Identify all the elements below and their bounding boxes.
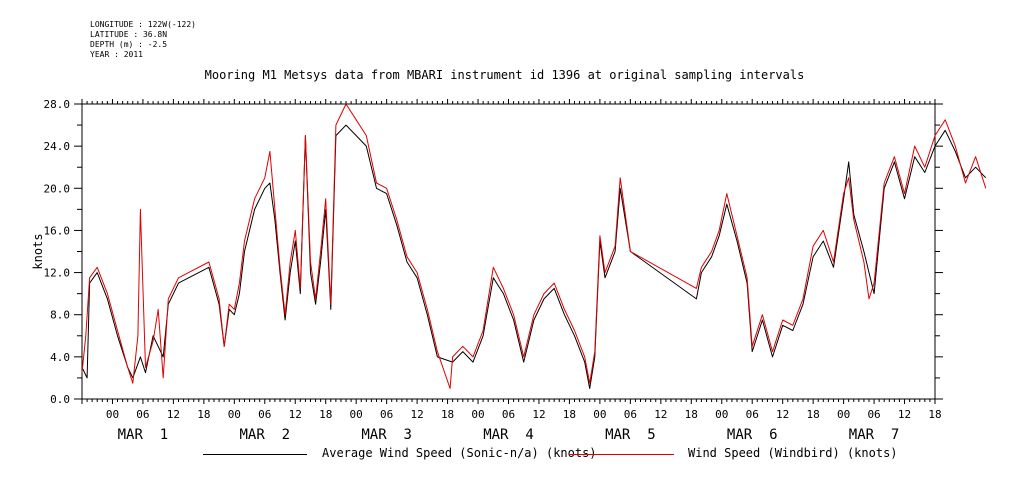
- legend-swatch-avg: [203, 454, 307, 455]
- x-hour-label: 00: [228, 408, 241, 421]
- x-hour-label: 12: [776, 408, 789, 421]
- x-hour-label: 18: [197, 408, 210, 421]
- x-hour-label: 06: [380, 408, 393, 421]
- x-day-label: MAR 2: [239, 427, 290, 443]
- x-hour-label: 00: [593, 408, 606, 421]
- station-metadata: LONGITUDE : 122W(-122) LATITUDE : 36.8N …: [90, 20, 196, 60]
- y-tick-label: 4.0: [50, 351, 70, 364]
- year-text: YEAR : 2011: [90, 50, 143, 59]
- x-day-label: MAR 6: [727, 427, 778, 443]
- y-axis-labels: 0.0 4.0 8.0 12.0 16.0 20.0 24.0 28.0: [44, 98, 71, 406]
- chart-title: Mooring M1 Metsys data from MBARI instru…: [204, 68, 805, 82]
- legend: Average Wind Speed (Sonic-n/a) (knots) W…: [0, 446, 1009, 466]
- x-day-label: MAR 1: [118, 427, 169, 443]
- x-hour-label: 06: [258, 408, 271, 421]
- series-layer: [81, 103, 987, 389]
- axis-ticks: [74, 99, 943, 404]
- x-hour-label: 00: [471, 408, 484, 421]
- x-hour-label: 00: [106, 408, 119, 421]
- x-axis-labels: 00 06 12 18 00 06 12 18 00 06 12 18 00 06 12 18 00 06 12 18…: [106, 408, 942, 443]
- y-tick-label: 12.0: [44, 267, 71, 280]
- x-hour-label: 06: [746, 408, 759, 421]
- x-hour-label: 12: [654, 408, 667, 421]
- x-hour-label: 12: [898, 408, 911, 421]
- legend-label-windbird: Wind Speed (Windbird) (knots): [688, 446, 898, 460]
- x-hour-label: 06: [624, 408, 637, 421]
- x-hour-label: 00: [715, 408, 728, 421]
- x-hour-label: 12: [532, 408, 545, 421]
- legend-swatch-windbird: [570, 454, 674, 455]
- y-tick-label: 16.0: [44, 224, 71, 237]
- y-tick-label: 28.0: [44, 98, 71, 111]
- x-day-label: MAR 7: [849, 427, 900, 443]
- plot-frame: [81, 103, 936, 400]
- x-hour-label: 06: [867, 408, 880, 421]
- y-tick-label: 24.0: [44, 140, 71, 153]
- x-hour-label: 18: [685, 408, 698, 421]
- longitude-text: LONGITUDE : 122W(-122): [90, 20, 196, 29]
- x-hour-label: 06: [502, 408, 515, 421]
- y-tick-label: 20.0: [44, 182, 71, 195]
- series-avg-wind-sonic: [81, 124, 987, 389]
- x-hour-label: 18: [807, 408, 820, 421]
- legend-label-avg: Average Wind Speed (Sonic-n/a) (knots): [322, 446, 597, 460]
- x-hour-label: 12: [410, 408, 423, 421]
- y-tick-label: 0.0: [50, 393, 70, 406]
- x-hour-label: 18: [928, 408, 941, 421]
- x-hour-label: 06: [136, 408, 149, 421]
- x-hour-label: 18: [319, 408, 332, 421]
- x-hour-label: 00: [350, 408, 363, 421]
- x-day-label: MAR 4: [483, 427, 534, 443]
- x-day-label: MAR 5: [605, 427, 656, 443]
- x-hour-label: 18: [441, 408, 454, 421]
- latitude-text: LATITUDE : 36.8N: [90, 30, 168, 39]
- x-hour-label: 12: [167, 408, 180, 421]
- x-day-label: MAR 3: [361, 427, 412, 443]
- y-axis-title: knots: [31, 233, 45, 269]
- depth-text: DEPTH (m) : -2.5: [90, 40, 168, 49]
- x-hour-label: 12: [289, 408, 302, 421]
- x-hour-label: 00: [837, 408, 850, 421]
- x-hour-label: 18: [563, 408, 576, 421]
- series-wind-windbird: [81, 103, 987, 389]
- y-tick-label: 8.0: [50, 309, 70, 322]
